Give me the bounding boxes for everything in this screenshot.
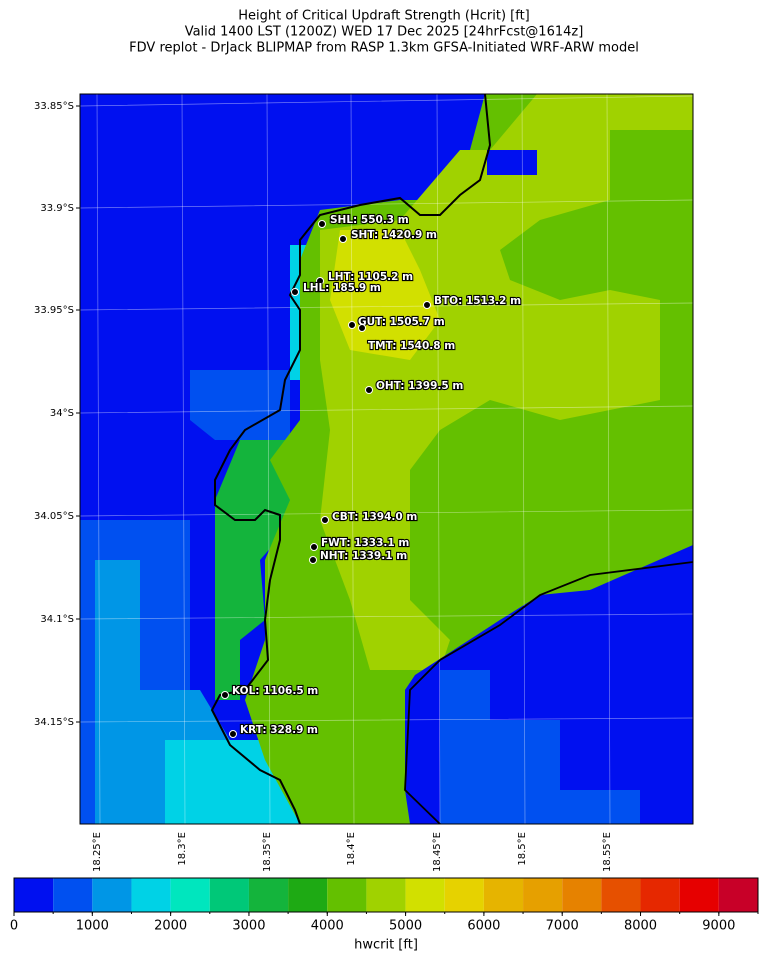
lat-label: 33.95°S — [34, 305, 74, 316]
colorbar-segment — [14, 878, 54, 912]
station-marker — [229, 730, 237, 738]
colorbar-label: hwcrit [ft] — [354, 938, 418, 953]
station-marker — [309, 556, 317, 564]
colorbar-segment — [248, 878, 289, 912]
station-label: NHT: 1339.1 m — [320, 550, 407, 562]
lon-label: 18.25°E — [92, 832, 103, 872]
colorbar-segment — [444, 878, 484, 912]
station-marker — [423, 301, 431, 309]
station-marker — [365, 386, 373, 394]
colorbar-segment — [718, 878, 758, 912]
station-label: CBT: 1394.0 m — [332, 511, 417, 523]
station-label: BTO: 1513.2 m — [434, 295, 521, 307]
station-marker — [348, 321, 356, 329]
map — [80, 94, 693, 824]
colorbar-segment — [679, 878, 719, 912]
colorbar-segment — [601, 878, 641, 912]
title: Height of Critical Updraft Strength (Hcr… — [238, 9, 529, 24]
colorbar-segment — [483, 878, 524, 912]
station-label: SHL: 550.3 m — [330, 214, 409, 226]
station-marker — [221, 691, 229, 699]
colorbar-segment — [327, 878, 367, 912]
colorbar-segment — [366, 878, 406, 912]
colorbar-segment — [131, 878, 171, 912]
lon-label: 18.5°E — [517, 832, 528, 866]
station-marker — [316, 277, 324, 285]
lon-label: 18.4°E — [346, 832, 357, 866]
lat-label: 33.9°S — [40, 203, 74, 214]
station-label: OHT: 1399.5 m — [376, 380, 463, 392]
colorbar-segment — [209, 878, 249, 912]
station-label: LHL: 185.9 m — [303, 282, 381, 294]
colorbar-segment — [562, 878, 602, 912]
station-label: GUT: 1505.7 m — [358, 316, 445, 328]
station-label: SHT: 1420.9 m — [351, 229, 437, 241]
colorbar-segment — [640, 878, 680, 912]
colorbar-tick-label: 3000 — [232, 919, 265, 934]
colorbar-segment — [170, 878, 210, 912]
colorbar-tick-label: 7000 — [546, 919, 579, 934]
colorbar-tick-label: 8000 — [624, 919, 657, 934]
station-marker — [318, 220, 326, 228]
station-label: FWT: 1333.1 m — [321, 537, 409, 549]
colorbar-tick-label: 4000 — [311, 919, 344, 934]
colorbar-tick-label: 5000 — [389, 919, 422, 934]
colorbar-tick-label: 9000 — [702, 919, 735, 934]
station-label: TMT: 1540.8 m — [368, 340, 455, 352]
lat-label: 33.85°S — [34, 101, 74, 112]
colorbar-tick-label: 6000 — [467, 919, 500, 934]
lat-label: 34.1°S — [40, 614, 74, 625]
subtitle: Valid 1400 LST (1200Z) WED 17 Dec 2025 [… — [185, 25, 584, 40]
station-marker — [291, 288, 299, 296]
colorbar-frame — [13, 877, 759, 913]
colorbar-tick-label: 1000 — [76, 919, 109, 934]
lat-label: 34°S — [50, 408, 74, 419]
station-marker — [321, 516, 329, 524]
lon-label: 18.3°E — [177, 832, 188, 866]
lon-label: 18.45°E — [432, 832, 443, 872]
station-marker — [339, 235, 347, 243]
station-marker — [358, 324, 366, 332]
map-frame — [79, 93, 694, 825]
colorbar-segment — [92, 878, 132, 912]
lon-label: 18.55°E — [602, 832, 613, 872]
station-label: LHT: 1105.2 m — [328, 271, 413, 283]
colorbar-segment — [53, 878, 93, 912]
subtitle: FDV replot - DrJack BLIPMAP from RASP 1.… — [129, 41, 639, 56]
lat-label: 34.15°S — [34, 717, 74, 728]
station-label: KRT: 328.9 m — [240, 724, 318, 736]
station-label: KOL: 1106.5 m — [232, 685, 318, 697]
colorbar-tick-label: 0 — [10, 919, 18, 934]
colorbar-segment — [405, 878, 445, 912]
station-marker — [310, 543, 318, 551]
colorbar-segment — [288, 878, 328, 912]
lat-label: 34.05°S — [34, 511, 74, 522]
colorbar-segment — [523, 878, 563, 912]
lon-label: 18.35°E — [262, 832, 273, 872]
colorbar-tick-label: 2000 — [154, 919, 187, 934]
